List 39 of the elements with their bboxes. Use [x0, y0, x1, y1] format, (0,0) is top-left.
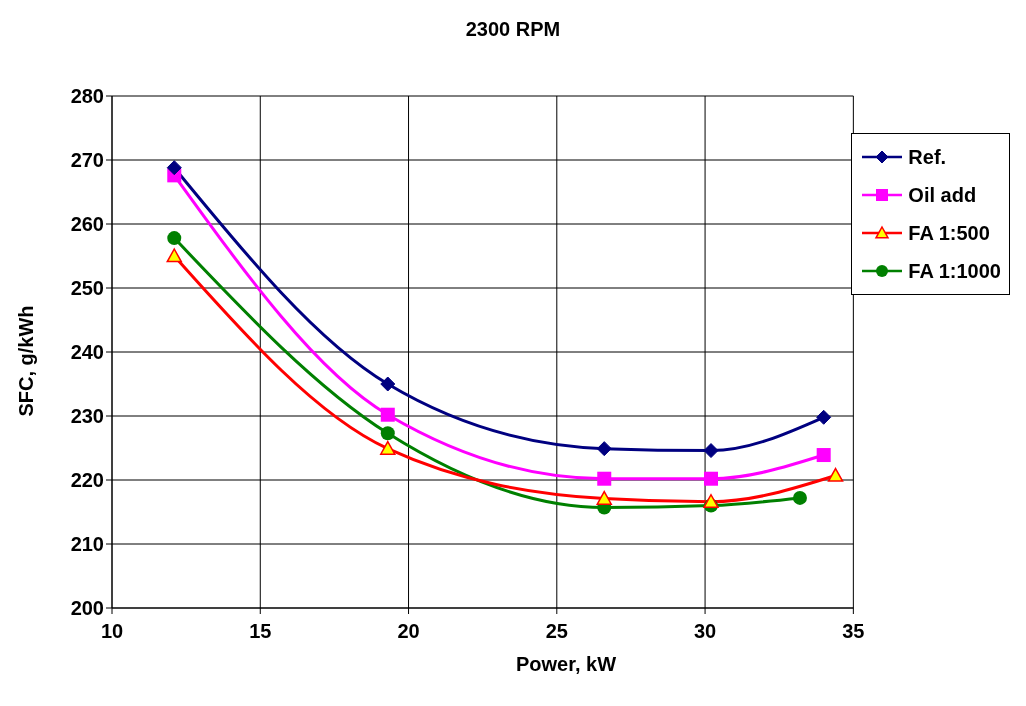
point	[167, 231, 182, 246]
point	[596, 441, 612, 457]
chart-title: 2300 RPM	[464, 18, 562, 41]
point	[380, 426, 395, 441]
y-tick-label: 240	[70, 341, 104, 364]
legend-label: Oil add	[908, 183, 977, 207]
point	[703, 494, 719, 509]
x-tick-label: 10	[100, 620, 124, 643]
point	[380, 376, 396, 392]
y-tick-label: 230	[70, 405, 104, 428]
point	[816, 409, 832, 425]
y-axis-title: SFC, g/kWh	[14, 305, 38, 417]
x-tick-label: 20	[397, 620, 420, 643]
x-tick-label: 15	[249, 620, 272, 643]
y-tick-label: 210	[70, 533, 104, 556]
y-tick-label: 250	[70, 277, 104, 300]
point	[597, 471, 612, 486]
legend-label: FA 1:500	[908, 221, 990, 245]
x-axis-title: Power, kW	[515, 653, 617, 676]
x-tick-label: 25	[545, 620, 568, 643]
y-tick-label: 270	[70, 149, 104, 172]
y-tick-label: 220	[70, 469, 104, 492]
x-tick-label: 35	[842, 620, 865, 643]
point	[792, 490, 807, 505]
y-tick-label: 280	[70, 85, 104, 108]
point	[596, 490, 612, 505]
y-tick-label: 200	[70, 597, 104, 620]
legend-label: Ref.	[908, 145, 947, 169]
point	[827, 467, 844, 482]
point	[816, 448, 831, 463]
point	[166, 248, 183, 263]
point	[380, 407, 395, 422]
y-tick-label: 260	[70, 213, 104, 236]
legend-label: FA 1:1000	[908, 259, 1001, 283]
point	[380, 440, 396, 455]
point	[166, 160, 182, 176]
point	[704, 471, 719, 486]
x-tick-label: 30	[693, 620, 717, 643]
point	[703, 443, 719, 459]
